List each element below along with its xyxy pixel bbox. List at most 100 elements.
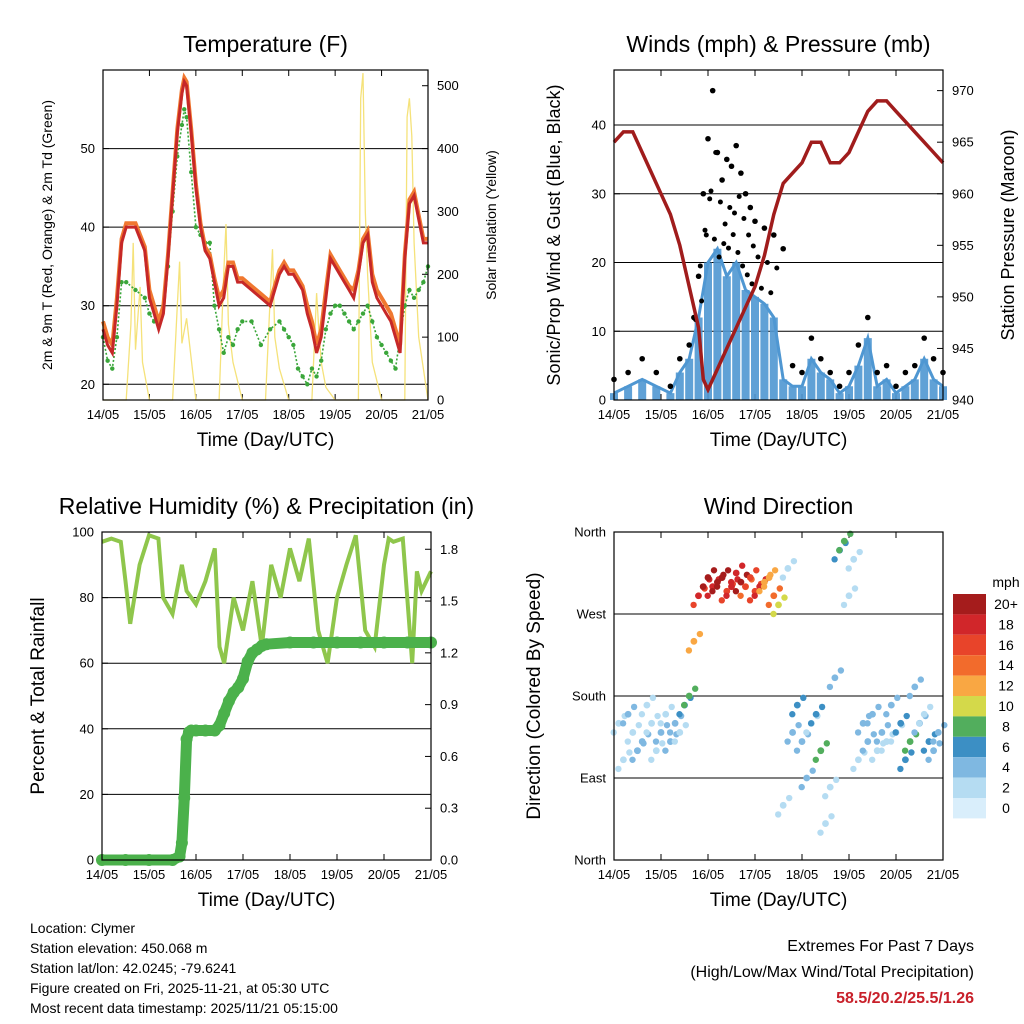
colorbar-swatch (953, 614, 986, 635)
direction-point (828, 813, 835, 820)
direction-point (784, 738, 791, 745)
gust-point (722, 221, 728, 227)
direction-point (690, 637, 698, 645)
direction-point (836, 547, 843, 554)
winds-ytick-right-label: 940 (952, 393, 974, 408)
humidity-xtick-label: 16/05 (180, 867, 213, 882)
colorbar-swatch (953, 736, 986, 758)
direction-point (817, 747, 825, 755)
direction-point (710, 567, 718, 574)
colorbar-label: 6 (1002, 739, 1010, 755)
direction-point (648, 756, 655, 763)
direction-point (795, 721, 802, 729)
colorbar-swatch (953, 594, 986, 615)
gust-point (749, 281, 755, 287)
direction-point (718, 597, 725, 604)
direction-point (629, 729, 637, 736)
colorbar-title: mph (992, 574, 1019, 590)
direction-point (770, 610, 777, 618)
precip-series (96, 636, 437, 866)
gust-point (761, 225, 768, 231)
humidity-ytick-label: 20 (80, 787, 94, 802)
colorbar-swatch (953, 777, 986, 798)
winds-frame (613, 69, 944, 401)
temperature-ytick-right-label: 400 (437, 141, 459, 156)
wind-bar (826, 379, 835, 400)
humidity-xlabel: Time (Day/UTC) (198, 890, 336, 911)
direction-point (887, 701, 895, 709)
gust-point (728, 163, 735, 170)
wind-bar (845, 386, 853, 400)
direction-point (818, 703, 826, 711)
direction-point (648, 719, 655, 727)
winds-ylabel-right: Station Pressure (Maroon) (998, 129, 1018, 340)
direction-point (685, 647, 693, 654)
direction-point (751, 592, 758, 599)
wind_direction-title: Wind Direction (704, 493, 854, 519)
precip-line (96, 637, 437, 866)
winds-ytick-label: 10 (592, 324, 606, 339)
direction-point (619, 720, 627, 727)
winds-xlabel: Time (Day/UTC) (710, 430, 848, 451)
gust-point (667, 383, 674, 390)
direction-point (793, 701, 801, 709)
direction-point (630, 703, 638, 711)
wind-bar (675, 372, 684, 400)
direction-point (624, 710, 632, 718)
winds-title: Winds (mph) & Pressure (mb) (626, 31, 930, 57)
wind-bar (760, 303, 769, 400)
winds-xtick-label: 15/05 (645, 407, 678, 422)
direction-point (620, 756, 627, 764)
direction-point (718, 574, 726, 581)
direction-point (739, 562, 746, 569)
direction-point (732, 588, 740, 595)
colorbar-swatch (953, 798, 986, 819)
wind_direction-panel: 14/05 15/05 16/05 17/05 18/05 19/05 20/05 21/05… (524, 493, 1020, 911)
direction-point (781, 594, 788, 601)
direction-point (911, 729, 918, 736)
temperature-ytick-right-label: 100 (437, 330, 459, 345)
wind-bar (863, 338, 872, 400)
direction-point (737, 578, 745, 586)
extremes-values: 58.5/20.2/25.5/1.26 (836, 990, 974, 1007)
winds-ytick-label: 30 (592, 186, 606, 201)
humidity-xtick-label: 14/05 (86, 867, 119, 882)
direction-point (878, 729, 886, 736)
humidity-ytick-right-label: 0.0 (440, 853, 458, 868)
gust-point (639, 355, 645, 362)
speed-colorbar: mph 20+ 18 16 14 12 10 8 6 4 2 0 (953, 574, 1020, 819)
direction-point (897, 765, 904, 773)
humidity-xtick-label: 19/05 (321, 867, 354, 882)
direction-point (753, 567, 760, 574)
direction-point (649, 694, 657, 702)
temperature-title: Temperature (F) (183, 31, 348, 57)
humidity-ytick-right-label: 1.8 (440, 542, 458, 557)
wind-bar (807, 358, 816, 400)
gust-point (717, 199, 723, 205)
gust-point (799, 369, 805, 376)
temperature-xtick-label: 17/05 (226, 407, 259, 422)
temperature-ytick-right-label: 300 (437, 204, 459, 219)
colorbar-label: 0 (1002, 800, 1010, 816)
temperature-ytick-right-label: 500 (437, 78, 459, 93)
colorbar-label: 20+ (994, 596, 1018, 612)
direction-point (850, 765, 857, 773)
wind_direction-xtick-label: 14/05 (598, 867, 631, 882)
direction-point (756, 588, 763, 595)
wind-bar (652, 386, 661, 400)
temperature-xtick-label: 16/05 (180, 407, 213, 422)
direction-point (779, 574, 787, 581)
gust-point (741, 216, 747, 221)
humidity-ytick-label: 40 (80, 721, 94, 736)
direction-point (854, 729, 862, 736)
humidity-ytick-label: 80 (80, 590, 94, 605)
colorbar-label: 4 (1002, 759, 1010, 775)
direction-point (833, 776, 840, 784)
winds-xtick-label: 17/05 (739, 407, 772, 422)
direction-point (908, 749, 915, 756)
direction-point (793, 747, 801, 754)
direction-point (784, 565, 792, 572)
direction-point (934, 729, 942, 736)
station-info: Location: Clymer Station elevation: 450.… (30, 918, 338, 1018)
gust-point (846, 369, 852, 376)
